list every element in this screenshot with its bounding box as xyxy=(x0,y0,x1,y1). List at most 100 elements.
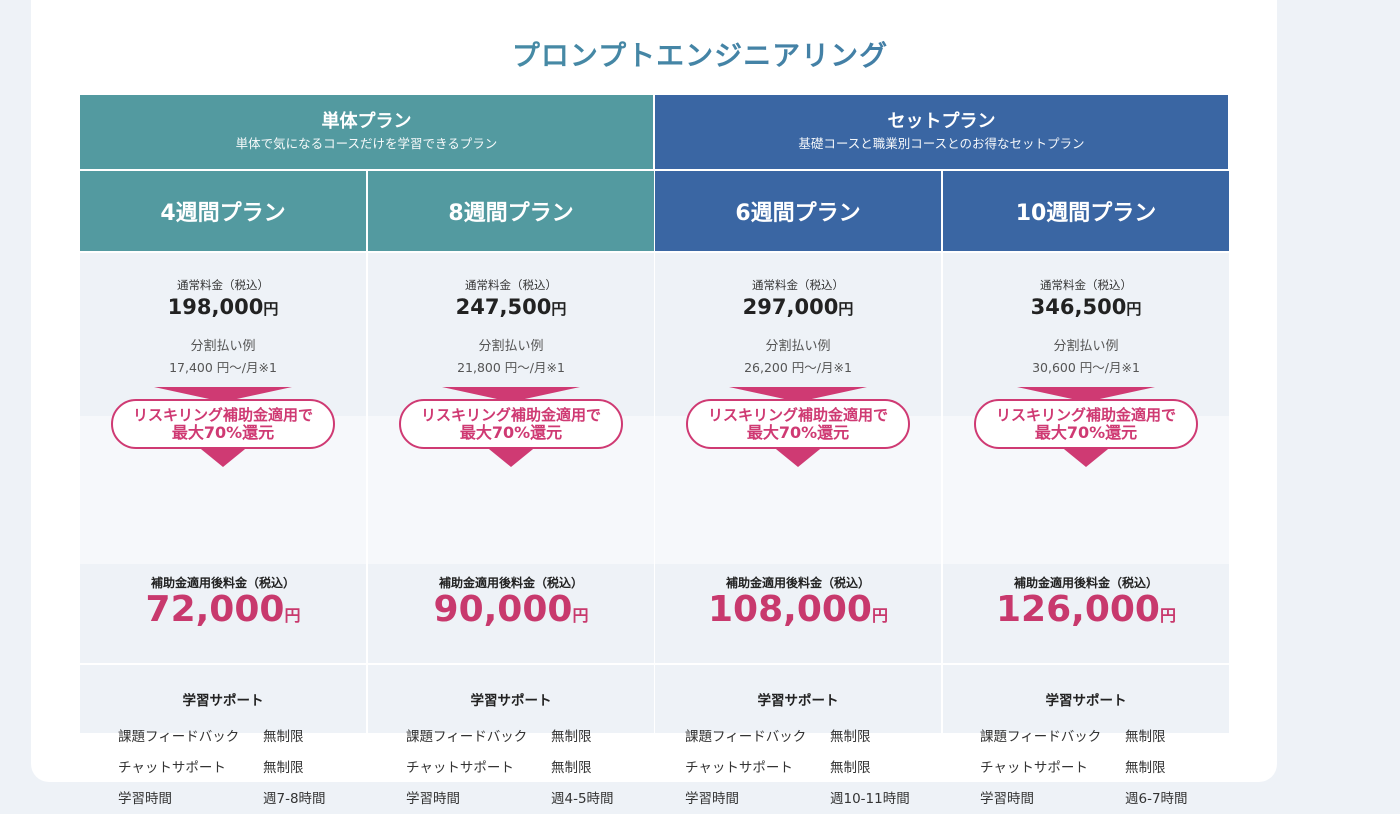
yen-unit: 円 xyxy=(263,300,279,318)
group-header-single: 単体プラン 単体で気になるコースだけを学習できるプラン xyxy=(80,95,653,169)
subsidy-badge: リスキリング補助金適用で 最大70%還元 xyxy=(111,399,335,449)
yen-unit: 円 xyxy=(551,300,567,318)
subsidized-price: 126,000円 xyxy=(943,589,1229,630)
subsidy-arrow-top xyxy=(442,387,580,402)
subsidized-price: 72,000円 xyxy=(80,589,366,630)
subsidized-price-label: 補助金適用後料金（税込） xyxy=(1013,576,1158,590)
subsidy-arrow-top xyxy=(1017,387,1155,402)
subsidy-badge: リスキリング補助金適用で 最大70%還元 xyxy=(974,399,1198,449)
subsidy-badge-line2: 最大70%還元 xyxy=(459,423,563,442)
group-header-set: セットプラン 基礎コースと職業別コースとのお得なセットプラン xyxy=(655,95,1228,169)
installment-value: 21,800 円〜/月※1 xyxy=(457,360,565,375)
installment-value: 26,200 円〜/月※1 xyxy=(744,360,852,375)
support-title: 学習サポート xyxy=(182,693,264,709)
support-title: 学習サポート xyxy=(470,693,552,709)
subsidized-price-value: 90,000 xyxy=(433,589,573,630)
support-key: チャットサポート xyxy=(685,760,793,776)
subsidy-arrow-bottom xyxy=(771,445,825,467)
subsidy-arrow-top xyxy=(154,387,292,402)
group-description: 基礎コースと職業別コースとのお得なセットプラン xyxy=(798,136,1085,151)
plan-header-10-weeks: 10週間プラン xyxy=(943,171,1229,251)
support-value: 週10-11時間 xyxy=(830,791,910,807)
regular-price: 297,000円 xyxy=(655,295,941,319)
support-key: 課題フィードバック xyxy=(685,729,807,745)
subsidy-badge: リスキリング補助金適用で 最大70%還元 xyxy=(399,399,623,449)
yen-unit: 円 xyxy=(838,300,854,318)
installment-value: 17,400 円〜/月※1 xyxy=(169,360,277,375)
support-value: 無制限 xyxy=(263,760,304,776)
regular-price-label: 通常料金（税込） xyxy=(1040,278,1132,292)
divider xyxy=(943,663,1229,665)
subsidized-price: 90,000円 xyxy=(368,589,654,630)
subsidized-price-value: 108,000 xyxy=(708,589,872,630)
support-key: 課題フィードバック xyxy=(406,729,528,745)
plan-column-8-weeks: 通常料金（税込） 247,500円 分割払い例 21,800 円〜/月※1 リス… xyxy=(368,253,654,807)
support-value: 無制限 xyxy=(551,760,592,776)
regular-price-value: 198,000 xyxy=(167,295,264,319)
subsidized-price-value: 72,000 xyxy=(145,589,285,630)
yen-unit: 円 xyxy=(871,606,888,625)
installment-label: 分割払い例 xyxy=(1053,339,1119,354)
support-key: 課題フィードバック xyxy=(980,729,1102,745)
subsidy-badge-line2: 最大70%還元 xyxy=(746,423,850,442)
group-description: 単体で気になるコースだけを学習できるプラン xyxy=(235,136,498,151)
subsidized-price-value: 126,000 xyxy=(996,589,1160,630)
plan-column-4-weeks: 通常料金（税込） 198,000円 分割払い例 17,400 円〜/月※1 リス… xyxy=(80,253,366,807)
plan-header-8-weeks: 8週間プラン xyxy=(368,171,654,251)
regular-price-label: 通常料金（税込） xyxy=(465,278,557,292)
subsidy-arrow-bottom xyxy=(1059,445,1113,467)
subsidized-price-label: 補助金適用後料金（税込） xyxy=(150,576,295,590)
support-key: 学習時間 xyxy=(118,791,172,807)
subsidized-price: 108,000円 xyxy=(655,589,941,630)
installment-label: 分割払い例 xyxy=(765,339,831,354)
support-value: 週6-7時間 xyxy=(1125,791,1188,807)
regular-price-value: 297,000 xyxy=(742,295,839,319)
support-value: 無制限 xyxy=(263,729,304,745)
subsidy-arrow-top xyxy=(729,387,867,402)
support-value: 週4-5時間 xyxy=(551,791,614,807)
subsidized-price-label: 補助金適用後料金（税込） xyxy=(438,576,583,590)
support-title: 学習サポート xyxy=(757,693,839,709)
subsidy-arrow-bottom xyxy=(196,445,250,467)
support-key: チャットサポート xyxy=(406,760,514,776)
regular-price: 198,000円 xyxy=(80,295,366,319)
subsidy-badge-line1: リスキリング補助金適用で xyxy=(707,406,888,424)
divider xyxy=(80,663,366,665)
plan-header-4-weeks: 4週間プラン xyxy=(80,171,366,251)
support-key: 学習時間 xyxy=(685,791,739,807)
yen-unit: 円 xyxy=(284,606,301,625)
support-value: 無制限 xyxy=(551,729,592,745)
support-value: 無制限 xyxy=(1125,729,1166,745)
subsidy-badge-line2: 最大70%還元 xyxy=(171,423,275,442)
installment-label: 分割払い例 xyxy=(478,339,544,354)
support-key: 学習時間 xyxy=(980,791,1034,807)
yen-unit: 円 xyxy=(572,606,589,625)
group-name: 単体プラン xyxy=(321,111,412,132)
yen-unit: 円 xyxy=(1159,606,1176,625)
support-value: 週7-8時間 xyxy=(263,791,326,807)
support-value: 無制限 xyxy=(830,760,871,776)
regular-price-value: 346,500 xyxy=(1030,295,1127,319)
regular-price-value: 247,500 xyxy=(455,295,552,319)
regular-price: 346,500円 xyxy=(943,295,1229,319)
subsidy-badge-line1: リスキリング補助金適用で xyxy=(995,406,1176,424)
installment-label: 分割払い例 xyxy=(190,339,256,354)
support-key: チャットサポート xyxy=(118,760,226,776)
plan-column-10-weeks: 通常料金（税込） 346,500円 分割払い例 30,600 円〜/月※1 リス… xyxy=(943,253,1229,807)
regular-price-label: 通常料金（税込） xyxy=(752,278,844,292)
installment-value: 30,600 円〜/月※1 xyxy=(1032,360,1140,375)
pricing-table: 単体プラン 単体で気になるコースだけを学習できるプラン セットプラン 基礎コース… xyxy=(80,95,1229,807)
regular-price: 247,500円 xyxy=(368,295,654,319)
subsidy-badge-line2: 最大70%還元 xyxy=(1034,423,1138,442)
subsidy-arrow-bottom xyxy=(484,445,538,467)
support-value: 無制限 xyxy=(830,729,871,745)
plan-header-6-weeks: 6週間プラン xyxy=(655,171,941,251)
divider xyxy=(368,663,654,665)
subsidized-price-label: 補助金適用後料金（税込） xyxy=(725,576,870,590)
support-key: チャットサポート xyxy=(980,760,1088,776)
subsidy-badge: リスキリング補助金適用で 最大70%還元 xyxy=(686,399,910,449)
divider xyxy=(655,663,941,665)
page-title: プロンプトエンジニアリング xyxy=(0,34,1400,74)
yen-unit: 円 xyxy=(1126,300,1142,318)
group-name: セットプラン xyxy=(887,111,996,132)
